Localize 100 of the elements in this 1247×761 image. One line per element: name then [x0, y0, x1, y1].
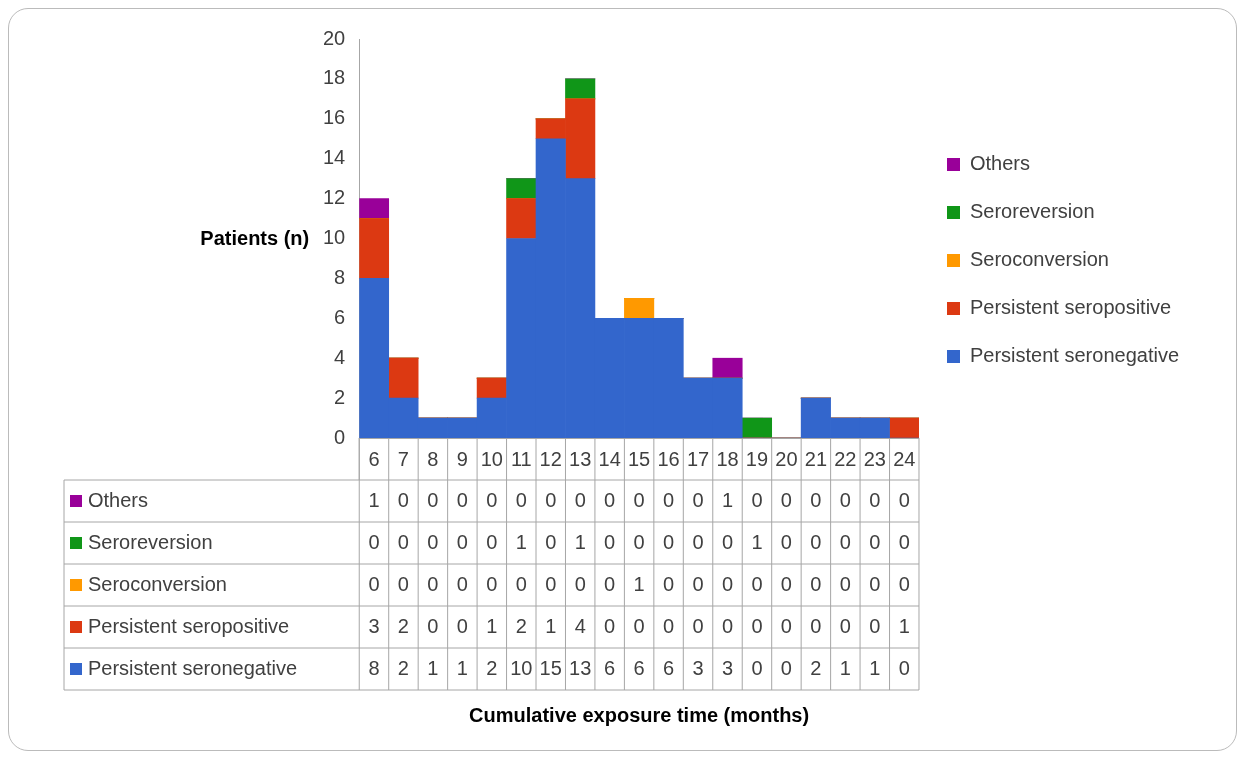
x-tick-label: 14	[598, 447, 621, 470]
x-tick-label: 9	[456, 447, 468, 470]
data-label: 0	[397, 530, 409, 553]
x-tick-label: 7	[397, 447, 409, 470]
data-label: 0	[780, 488, 792, 511]
data-label: 0	[604, 530, 616, 553]
data-label: 1	[633, 572, 645, 595]
data-label: 1	[839, 656, 851, 679]
y-tick-label: 12	[323, 186, 346, 209]
y-tick-label: 2	[334, 385, 346, 408]
text: Seroconversion	[88, 572, 227, 595]
data-label: 0	[604, 614, 616, 637]
data-label: 0	[456, 530, 468, 553]
data-label: 0	[869, 488, 881, 511]
data-label: 6	[633, 656, 645, 679]
data-label: 0	[869, 614, 881, 637]
x-tick-label: 16	[657, 447, 680, 470]
data-label: 0	[397, 572, 409, 595]
legend-label: Seroconversion	[970, 248, 1109, 271]
data-label: 0	[810, 488, 822, 511]
x-tick-label: 24	[893, 447, 916, 470]
x-tick-label: 22	[834, 447, 857, 470]
data-label: 0	[780, 614, 792, 637]
text: Persistent seropositive	[88, 614, 290, 637]
data-label: 0	[810, 530, 822, 553]
data-label: 2	[515, 614, 527, 637]
data-label: 10	[510, 656, 533, 679]
y-tick-label: 10	[323, 226, 346, 249]
x-tick-label: 8	[427, 447, 439, 470]
data-label: 0	[397, 488, 409, 511]
data-label: 8	[368, 656, 380, 679]
data-label: 0	[839, 572, 851, 595]
x-tick-label: 13	[569, 447, 592, 470]
data-label: 0	[663, 572, 675, 595]
data-label: 0	[604, 572, 616, 595]
data-label: 0	[810, 614, 822, 637]
data-label: 0	[456, 488, 468, 511]
data-label: 0	[368, 572, 380, 595]
data-label: 0	[721, 572, 734, 595]
data-label: 2	[397, 656, 409, 679]
legend-label: Persistent seronegative	[970, 344, 1180, 367]
data-label: 0	[810, 572, 822, 595]
y-tick-label: 4	[334, 345, 346, 368]
data-label: 0	[574, 572, 586, 595]
data-label: 0	[692, 614, 704, 637]
data-label: 0	[545, 572, 557, 595]
data-label: 0	[898, 572, 910, 595]
data-label: 0	[545, 488, 557, 511]
data-label: 4	[574, 614, 586, 637]
data-label: 0	[839, 614, 851, 637]
x-tick-label: 15	[628, 447, 651, 470]
data-label: 0	[456, 572, 468, 595]
data-label: 0	[456, 614, 468, 637]
data-label: 3	[692, 656, 704, 679]
x-tick-label: 10	[480, 447, 503, 470]
data-label: 0	[486, 488, 498, 511]
data-label: 0	[898, 530, 910, 553]
data-label: 1	[898, 614, 910, 637]
legend-label: Seroreversion	[970, 200, 1095, 223]
x-tick-label: 18	[716, 447, 739, 470]
data-label: 0	[721, 530, 734, 553]
legend-label: Persistent seropositive	[970, 296, 1172, 319]
data-label: 13	[569, 656, 592, 679]
data-label: 0	[692, 530, 704, 553]
x-tick-label: 21	[804, 447, 828, 470]
data-label: 1	[869, 656, 881, 679]
data-label: 1	[545, 614, 557, 637]
data-label: 1	[368, 488, 380, 511]
data-label: 0	[427, 530, 439, 553]
data-label: 1	[486, 614, 498, 637]
x-tick-label: 19	[745, 447, 769, 470]
y-tick-label: 18	[323, 66, 346, 89]
data-label: 1	[515, 530, 527, 553]
y-tick-label: 0	[334, 425, 346, 448]
data-label: 15	[539, 656, 562, 679]
data-label: 0	[869, 572, 881, 595]
data-label: 0	[427, 488, 439, 511]
data-label: 1	[751, 530, 763, 553]
data-label: 1	[721, 488, 734, 511]
data-label: 0	[751, 656, 763, 679]
data-label: 2	[486, 656, 498, 679]
data-label: 0	[633, 488, 645, 511]
data-label: 0	[663, 488, 675, 511]
data-label: 0	[574, 488, 586, 511]
text: Cumulative exposure time (months)	[469, 703, 810, 726]
x-tick-label: 11	[510, 447, 532, 470]
text: Persistent seronegative	[88, 656, 298, 679]
y-tick-label: 8	[334, 265, 346, 288]
x-tick-label: 17	[686, 447, 710, 470]
data-label: 2	[810, 656, 822, 679]
y-axis-title: Patients (n)	[200, 226, 310, 249]
data-label: 1	[456, 656, 468, 679]
data-label: 0	[545, 530, 557, 553]
data-label: 6	[663, 656, 675, 679]
data-label: 0	[780, 530, 792, 553]
data-label: 0	[663, 530, 675, 553]
data-label: 0	[633, 614, 645, 637]
data-label: 0	[839, 488, 851, 511]
data-label: 0	[721, 614, 734, 637]
data-label: 0	[751, 488, 763, 511]
